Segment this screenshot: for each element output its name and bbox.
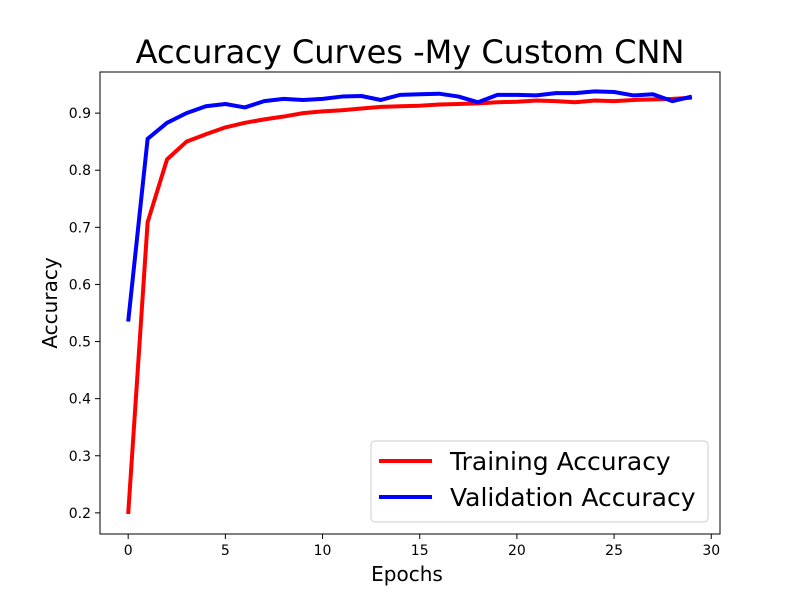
- x-tick-label: 20: [508, 543, 526, 559]
- y-tick-label: 0.8: [69, 163, 91, 179]
- y-tick-label: 0.9: [69, 106, 91, 122]
- series-line-training: [126, 95, 692, 515]
- chart-title: Accuracy Curves -My Custom CNN: [136, 33, 685, 71]
- legend-label-training: Training Accuracy: [449, 447, 671, 476]
- x-tick-label: 15: [411, 543, 429, 559]
- y-axis: 0.2 0.3 0.4 0.5 0.6 0.7 0.8 0.9: [69, 106, 100, 522]
- series-lines: [126, 89, 693, 515]
- y-tick-label: 0.3: [69, 449, 91, 465]
- x-tick-label: 10: [314, 543, 332, 559]
- x-tick-label: 25: [605, 543, 623, 559]
- y-tick-label: 0.2: [69, 506, 91, 522]
- legend-box: [370, 440, 709, 523]
- x-tick-label: 0: [124, 543, 133, 559]
- y-axis-label: Accuracy: [38, 257, 62, 348]
- x-tick-label: 30: [702, 543, 720, 559]
- y-tick-label: 0.6: [69, 277, 91, 293]
- y-tick-label: 0.5: [69, 335, 91, 351]
- y-tick-label: 0.7: [69, 220, 91, 236]
- x-tick-label: 5: [221, 543, 230, 559]
- y-tick-label: 0.4: [69, 392, 91, 408]
- legend-label-validation: Validation Accuracy: [450, 483, 696, 512]
- plot-area-frame: [99, 71, 721, 535]
- x-axis-label: Epochs: [371, 562, 443, 586]
- x-axis: 0 5 10 15 20 25 30: [124, 534, 720, 559]
- legend: Training Accuracy Validation Accuracy: [370, 440, 709, 523]
- series-line-validation: [126, 89, 693, 322]
